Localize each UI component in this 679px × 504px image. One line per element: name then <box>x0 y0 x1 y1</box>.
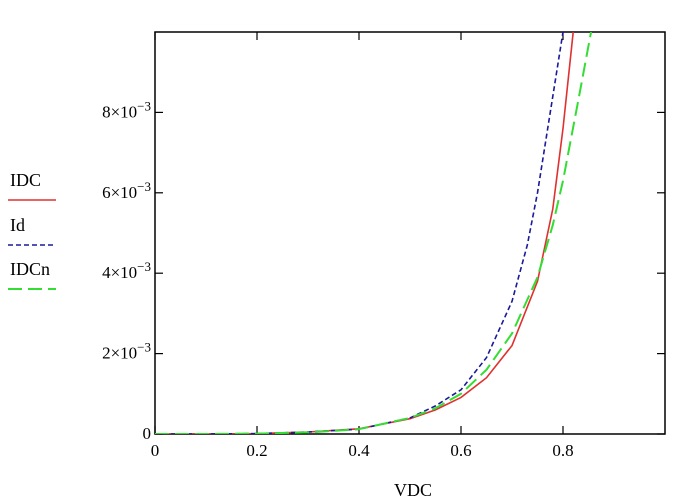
series-line-idcn <box>155 32 593 434</box>
y-tick-exponent: −3 <box>137 340 151 355</box>
y-tick-mantissa: 6×10 <box>102 183 137 202</box>
legend-label-idc: IDC <box>10 170 41 190</box>
plot-frame <box>154 31 666 435</box>
y-tick-exponent: −3 <box>137 179 151 194</box>
y-tick-labels: 02×10−34×10−36×10−38×10−3 <box>102 98 151 443</box>
legend-label-id: Id <box>10 215 25 235</box>
y-tick-mantissa: 2×10 <box>102 344 137 363</box>
series-line-idc <box>155 32 574 434</box>
y-tick-exponent: −3 <box>137 259 151 274</box>
y-tick-mantissa: 4×10 <box>102 263 137 282</box>
y-tick-label: 2×10−3 <box>102 340 151 363</box>
series-line-id <box>155 32 564 434</box>
axis-ticks <box>154 32 665 435</box>
legend: IDC Id IDCn <box>8 170 56 290</box>
x-axis-label: VDC <box>394 480 432 500</box>
y-tick-label: 0 <box>143 424 152 443</box>
series-group <box>155 32 593 434</box>
x-tick-label: 0.6 <box>450 441 471 460</box>
y-tick-mantissa: 8×10 <box>102 102 137 121</box>
y-tick-exponent: −3 <box>137 98 151 113</box>
y-tick-label: 6×10−3 <box>102 179 151 202</box>
x-tick-labels: 0 0.2 0.4 0.6 0.8 <box>151 441 574 460</box>
x-tick-label: 0 <box>151 441 160 460</box>
y-tick-label: 4×10−3 <box>102 259 151 282</box>
x-tick-label: 0.2 <box>246 441 267 460</box>
legend-label-idcn: IDCn <box>10 259 50 279</box>
x-tick-label: 0.8 <box>552 441 573 460</box>
x-tick-label: 0.4 <box>348 441 370 460</box>
y-tick-label: 8×10−3 <box>102 98 151 121</box>
